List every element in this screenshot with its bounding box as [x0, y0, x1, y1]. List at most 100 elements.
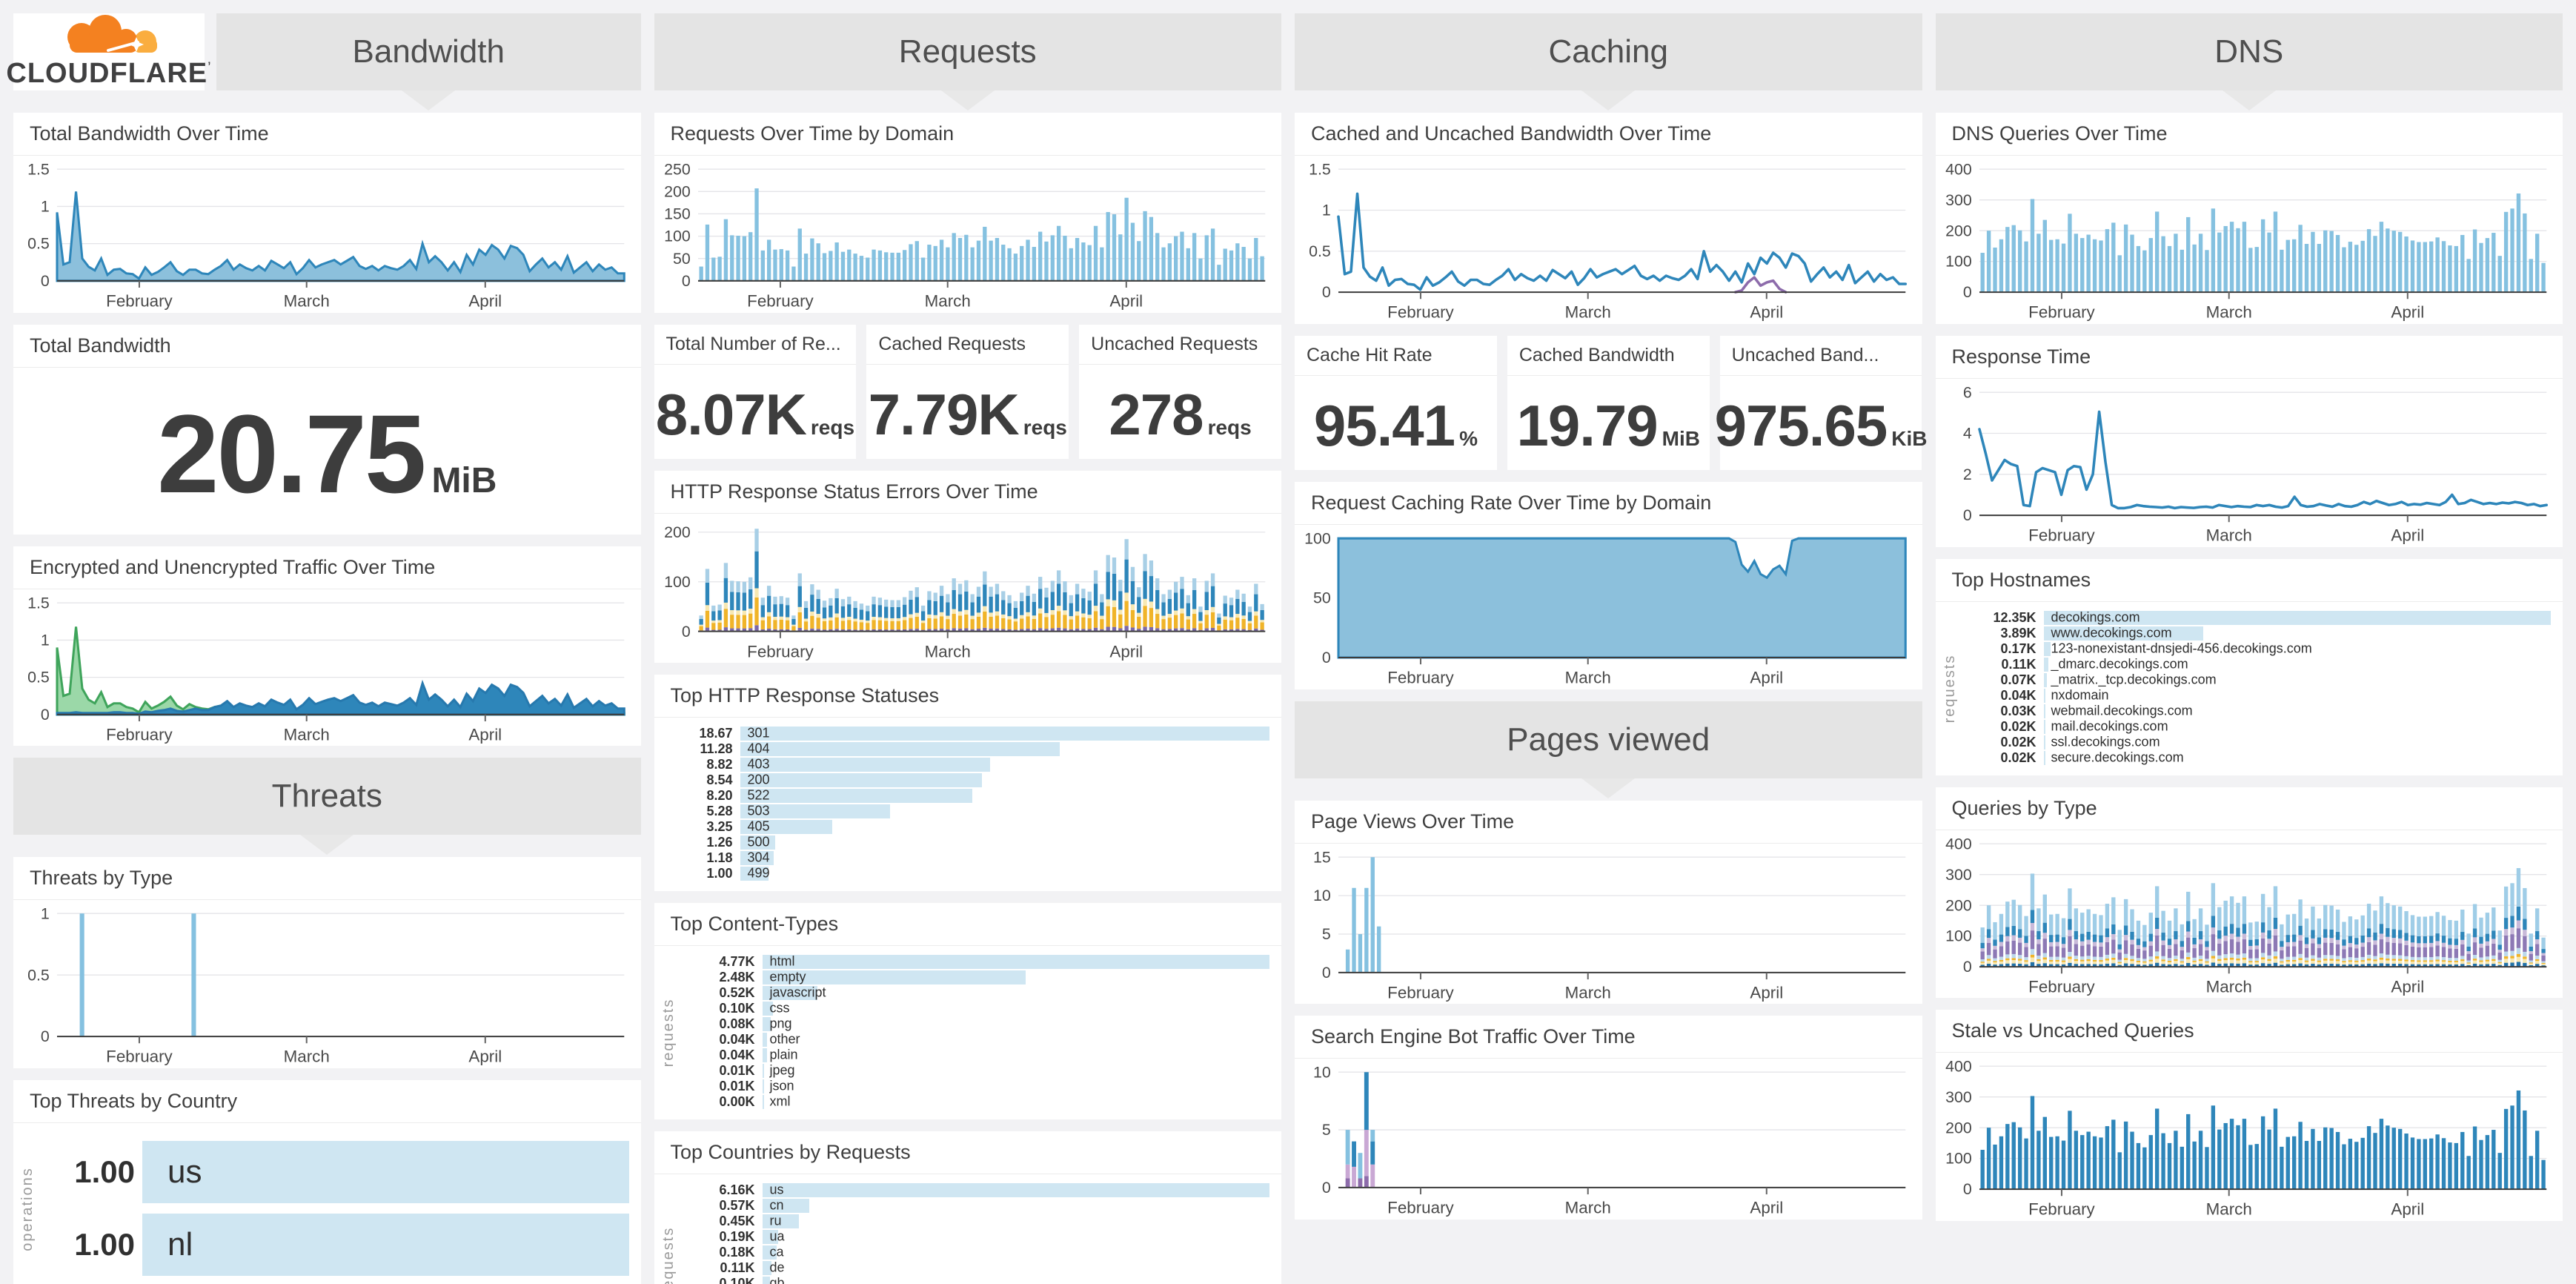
top-threats-by-country-panel: Top Threats by Country operations 1.00 us 1… [13, 1079, 641, 1284]
svg-text:April: April [1109, 642, 1143, 661]
dns-queries-chart[interactable]: 0 100 200 300 400 February March April [1936, 156, 2563, 324]
list-item-value: 0.57K [719, 1197, 755, 1213]
svg-text:250: 250 [664, 160, 691, 178]
list-item: 0.57K cn [687, 1197, 1270, 1213]
svg-text:March: March [284, 725, 330, 744]
list-item-label: css [769, 1000, 790, 1016]
svg-text:0.5: 0.5 [27, 668, 50, 686]
stale-uncached-queries-panel: Stale vs Uncached Queries 0 100 200 300 400 F… [1935, 1010, 2563, 1222]
page-views-panel: Page Views Over Time 0 5 10 15 February March… [1295, 800, 1922, 1005]
page-views-chart[interactable]: 0 5 10 15 February March April [1295, 844, 1922, 1005]
list-item-label: png [769, 1016, 792, 1031]
list-item: 0.19K ua [687, 1229, 1270, 1244]
caching-rate-chart[interactable]: 0 50 100 February March April [1295, 525, 1922, 689]
list-item: 8.54 200 [665, 772, 1270, 787]
svg-text:5: 5 [1322, 925, 1331, 943]
total-bandwidth-over-time-chart[interactable]: 0 0.5 1 1.5 February March April [13, 156, 641, 313]
list-item-value: 0.04K [719, 1047, 755, 1062]
svg-text:100: 100 [1945, 1150, 1972, 1168]
http-errors-panel: HTTP Response Status Errors Over Time 0 1… [654, 470, 1282, 663]
svg-text:March: March [2205, 1200, 2251, 1219]
requests-over-time-chart[interactable]: 0 50 100 150 200 250 February March April [654, 156, 1282, 313]
cached-uncached-bandwidth-chart[interactable]: 0 0.5 1 1.5 February March April [1295, 156, 1922, 324]
list-item-label: empty [769, 969, 806, 984]
stale-uncached-queries-chart[interactable]: 0 100 200 300 400 February March April [1936, 1053, 2563, 1221]
svg-text:March: March [1565, 983, 1611, 1002]
list-item-label: 304 [747, 850, 770, 865]
svg-text:0: 0 [1962, 1181, 1971, 1199]
svg-text:April: April [2391, 526, 2424, 544]
cached-requests-value: 7.79K reqs [868, 381, 1067, 447]
list-item-label: 503 [747, 803, 770, 818]
list-item-value: 0.03K [2000, 703, 2036, 718]
list-item: 0.11K de [687, 1260, 1270, 1275]
list-item-bar [740, 788, 973, 803]
list-item-label: javascript [769, 984, 826, 1000]
list-item-label: 405 [747, 818, 770, 834]
list-item-value: 11.28 [700, 741, 733, 756]
svg-text:April: April [1750, 1199, 1783, 1217]
list-item-value: 0.07K [2000, 672, 2036, 687]
column-bandwidth: CLOUDFLARE’ Bandwidth Total Bandwidth Ov… [6, 13, 641, 1284]
panel-title: Uncached Requests [1079, 325, 1281, 365]
list-item-label: _matrix._tcp.decokings.com [2051, 672, 2217, 687]
list-item: 0.18K ca [687, 1245, 1270, 1260]
svg-text:100: 100 [664, 572, 691, 590]
list-item: 0.04K other [687, 1032, 1270, 1047]
svg-text:April: April [1750, 668, 1783, 686]
encrypted-traffic-chart[interactable]: 0 0.5 1 1.5 February March April [13, 589, 641, 747]
svg-text:March: March [924, 291, 970, 310]
svg-text:0: 0 [1322, 283, 1331, 301]
list-item-label: 500 [747, 834, 770, 850]
svg-text:50: 50 [673, 250, 691, 268]
search-bot-traffic-chart[interactable]: 0 5 10 February March April [1295, 1059, 1922, 1220]
list-item-label: secure.decokings.com [2051, 749, 2184, 765]
svg-text:150: 150 [664, 205, 691, 223]
panel-title: Encrypted and Unencrypted Traffic Over T… [13, 546, 641, 589]
list-item-bar [740, 772, 983, 787]
cached-requests-stat-panel: Cached Requests 7.79K reqs [866, 324, 1069, 459]
list-item-bar [762, 1182, 1269, 1197]
list-item-bar [740, 866, 769, 881]
list-item: 0.10K gb [687, 1275, 1270, 1284]
queries-by-type-chart[interactable]: 0 100 200 300 400 February March April [1936, 830, 2563, 999]
list-item-label: _dmarc.decokings.com [2051, 656, 2188, 672]
list-item-value: 0.11K [2001, 656, 2036, 672]
svg-text:100: 100 [1945, 253, 1972, 271]
list-item: 0.10K css [687, 1000, 1270, 1016]
list-item-label: us [167, 1153, 202, 1190]
svg-text:0: 0 [41, 272, 50, 290]
svg-text:4: 4 [1962, 424, 1971, 442]
svg-text:0: 0 [1322, 1179, 1331, 1197]
list-item: 0.02K secure.decokings.com [1968, 749, 2552, 765]
list-axis-label: operations [19, 1167, 36, 1251]
cache-hit-rate-stat-panel: Cache Hit Rate 95.41 % [1295, 335, 1497, 470]
list-item-value: 12.35K [1993, 609, 2036, 625]
response-time-chart[interactable]: 0 2 4 6 February March April [1936, 379, 2563, 547]
section-header-requests: Requests [654, 13, 1281, 90]
top-http-statuses-list: 18.67 301 11.28 404 8.82 403 8.54 200 8.20 522 5.2… [654, 718, 1282, 891]
cloudflare-cloud-icon [67, 14, 157, 53]
top-content-types-panel: Top Content-Types requests 4.77K html 2.48K… [654, 902, 1281, 1119]
list-item-value: 0.17K [2000, 641, 2036, 656]
caching-stats-row: Cache Hit Rate 95.41 % Cached Bandwidth … [1295, 335, 1927, 470]
svg-text:100: 100 [664, 228, 691, 245]
svg-text:March: March [2205, 526, 2251, 544]
http-errors-chart[interactable]: 0 100 200 February March April [654, 514, 1282, 663]
section-header-pages-viewed: Pages viewed [1295, 701, 1922, 778]
list-item-value: 1.26 [706, 834, 733, 850]
svg-text:200: 200 [664, 523, 691, 541]
list-item-value: 0.10K [719, 1275, 755, 1284]
list-item: 8.82 403 [665, 757, 1270, 772]
total-requests-value: 8.07K reqs [655, 381, 855, 447]
list-item-bar [762, 1214, 800, 1228]
panel-title: Total Bandwidth Over Time [13, 113, 641, 156]
list-item-value: 1.00 [706, 865, 733, 881]
threats-by-type-chart[interactable]: 0 0.5 1 February March April [13, 900, 641, 1068]
svg-text:March: March [2205, 303, 2251, 322]
svg-text:0: 0 [1322, 964, 1331, 982]
svg-text:100: 100 [1945, 927, 1972, 944]
svg-text:400: 400 [1945, 835, 1972, 853]
svg-text:April: April [1750, 983, 1783, 1002]
